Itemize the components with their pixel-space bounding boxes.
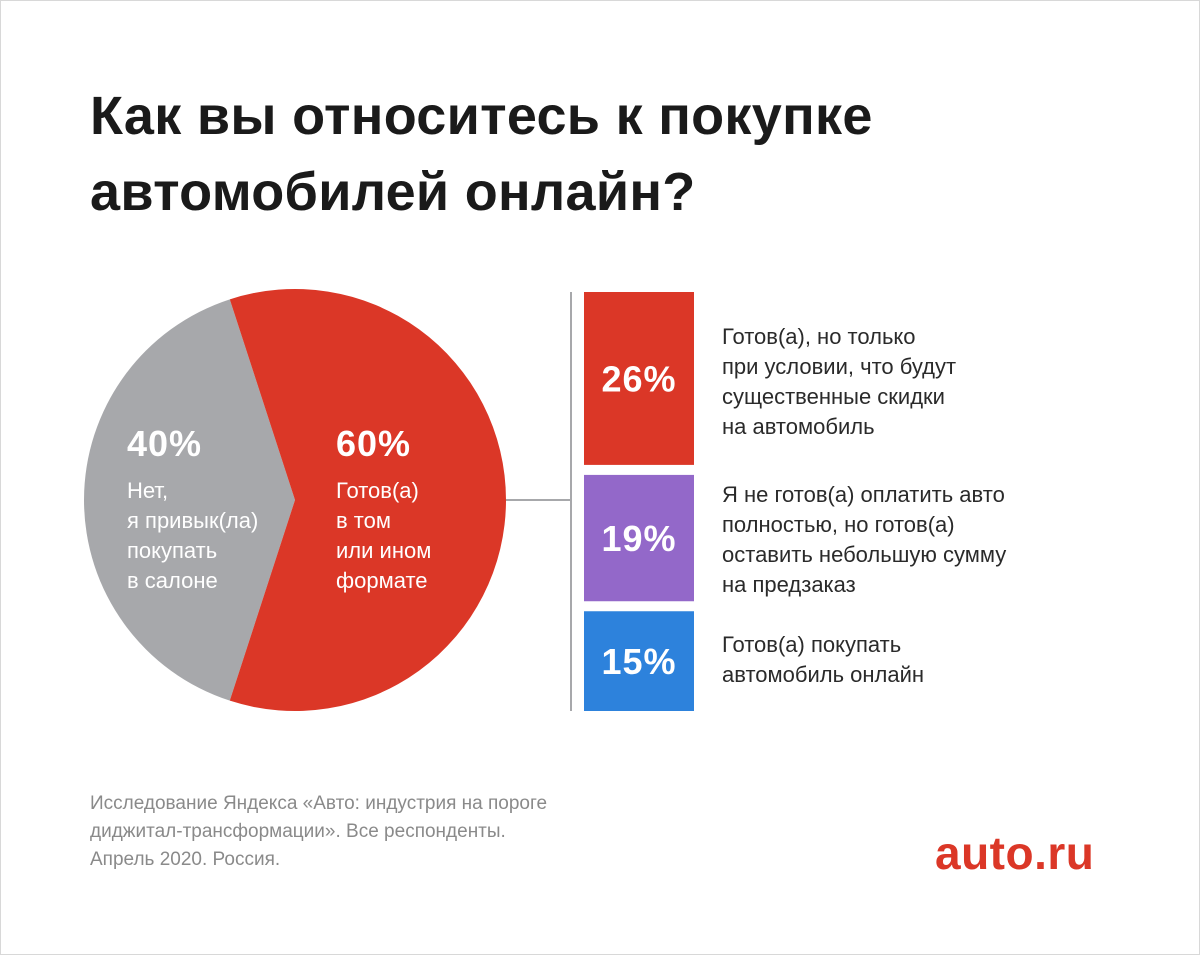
slice-text-line: Нет, xyxy=(127,478,169,503)
bar-1 xyxy=(584,292,694,465)
bar-value-label-1: 26% xyxy=(601,358,676,399)
source-line: Исследование Яндекса «Авто: индустрия на… xyxy=(90,793,548,814)
bar-description-line: полностью, но готов(а) xyxy=(722,512,955,537)
bar-description-preorder: Я не готов(а) оплатить авто полностью, н… xyxy=(722,480,1006,600)
slice-text-line: формате xyxy=(336,568,428,593)
bar-2 xyxy=(584,474,694,602)
slice-label-group-ready: 60% Готов(а) в том или ином формате xyxy=(336,424,431,596)
page-title: Как вы относитесь к покупке автомобилей … xyxy=(90,78,1070,230)
slice-text-no: Нет, я привык(ла) покупать в салоне xyxy=(127,476,258,596)
bar-description-line: существенные скидки xyxy=(722,384,945,409)
slice-text-ready: Готов(а) в том или ином формате xyxy=(336,476,431,596)
bar-value-label-2: 19% xyxy=(601,518,676,559)
slice-text-line: или ином xyxy=(336,538,432,563)
slice-label-group-no: 40% Нет, я привык(ла) покупать в салоне xyxy=(127,424,258,596)
bar-description-online: Готов(а) покупать автомобиль онлайн xyxy=(722,630,924,690)
source-note: Исследование Яндекса «Авто: индустрия на… xyxy=(90,790,547,874)
bar-description-discount: Готов(а), но только при условии, что буд… xyxy=(722,322,956,442)
pie-slice-ready xyxy=(229,288,507,711)
bar-3 xyxy=(584,611,694,711)
bar-description-line: оставить небольшую сумму xyxy=(722,542,1007,567)
source-line: диджитал-трансформации». Все респонденты… xyxy=(90,821,506,842)
bar-description-line: Я не готов(а) оплатить авто xyxy=(722,482,1005,507)
bar-description-line: при условии, что будут xyxy=(722,354,957,379)
bar-description-line: Готов(а) покупать xyxy=(722,632,902,657)
slice-text-line: Готов(а) xyxy=(336,478,419,503)
bar-value-label-3: 15% xyxy=(601,641,676,682)
slice-value-label-ready: 60% xyxy=(336,423,412,464)
auto-ru-logo: auto.ru xyxy=(935,827,1095,879)
slice-text-line: я привык(ла) xyxy=(127,508,259,533)
source-line: Апрель 2020. Россия. xyxy=(90,849,281,870)
slice-text-line: в салоне xyxy=(127,568,218,593)
bar-description-line: на автомобиль xyxy=(722,414,875,439)
slice-value-label-no: 40% xyxy=(127,423,203,464)
bar-description-line: на предзаказ xyxy=(722,572,856,597)
slice-text-line: в том xyxy=(336,508,391,533)
title-line-2: автомобилей онлайн? xyxy=(90,162,696,222)
title-line-1: Как вы относитесь к покупке xyxy=(90,86,873,146)
bar-description-line: автомобиль онлайн xyxy=(722,662,925,687)
slice-text-line: покупать xyxy=(127,538,218,563)
bar-description-line: Готов(а), но только xyxy=(722,324,916,349)
pie-slice-no xyxy=(84,299,295,701)
